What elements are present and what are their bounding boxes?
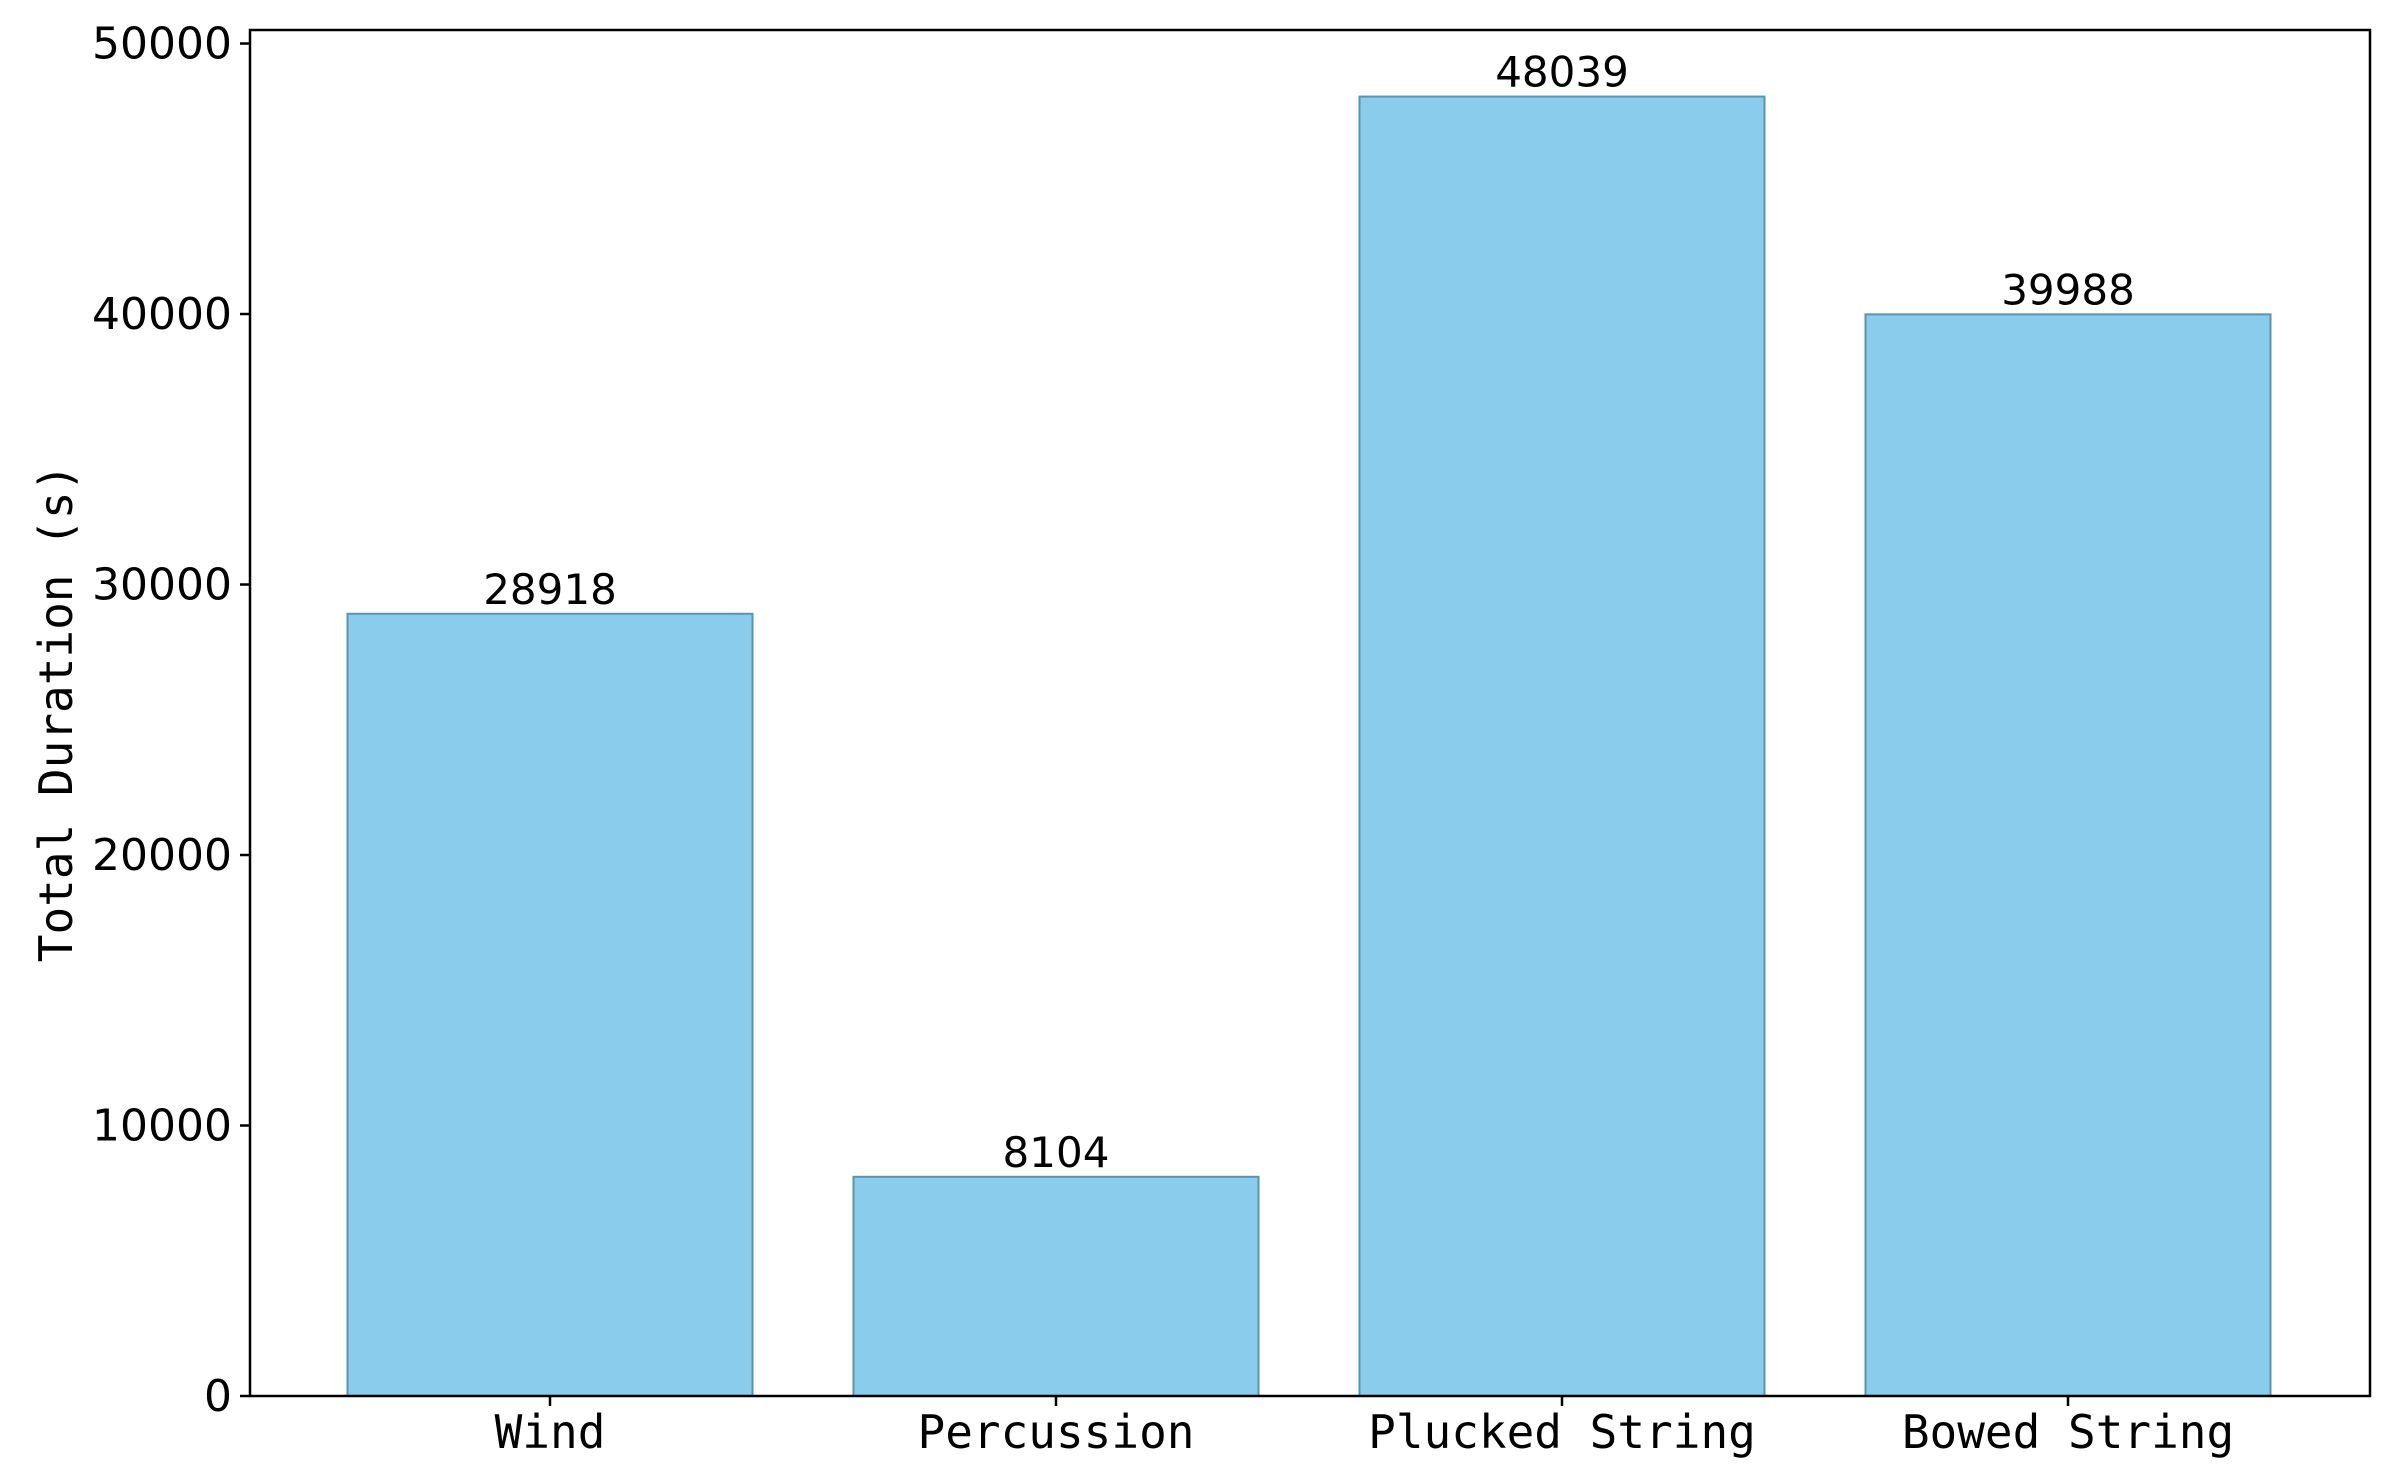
y-axis: 0 10000 20000 30000 40000 50000: [92, 19, 250, 1422]
y-tick-label: 0: [204, 1371, 232, 1422]
x-tick-label: Percussion: [918, 1405, 1195, 1459]
bar-plucked-string: [1358, 95, 1766, 1397]
data-label: 48039: [1495, 48, 1629, 97]
bar-bowed-string: [1864, 313, 2272, 1398]
x-tick-label: Plucked String: [1368, 1405, 1756, 1459]
bars-layer: [346, 95, 2272, 1398]
y-tick-label: 50000: [92, 19, 232, 70]
y-tick-label: 30000: [92, 560, 232, 611]
x-axis: Wind Percussion Plucked String Bowed String: [495, 1396, 2234, 1459]
plot-frame: [248, 28, 2372, 1398]
data-label: 39988: [2001, 265, 2135, 314]
y-tick-label: 40000: [92, 289, 232, 340]
bar-percussion: [852, 1175, 1260, 1397]
bar-wind: [346, 612, 754, 1397]
data-label: 8104: [1003, 1128, 1110, 1177]
y-axis-title: Total Duration (s): [29, 464, 83, 963]
x-tick-label: Wind: [495, 1405, 606, 1459]
y-tick-label: 20000: [92, 830, 232, 881]
data-labels-layer: 28918 8104 48039 39988: [483, 48, 2135, 1177]
y-tick-label: 10000: [92, 1101, 232, 1152]
x-tick-label: Bowed String: [1902, 1405, 2234, 1459]
data-label: 28918: [483, 565, 617, 614]
